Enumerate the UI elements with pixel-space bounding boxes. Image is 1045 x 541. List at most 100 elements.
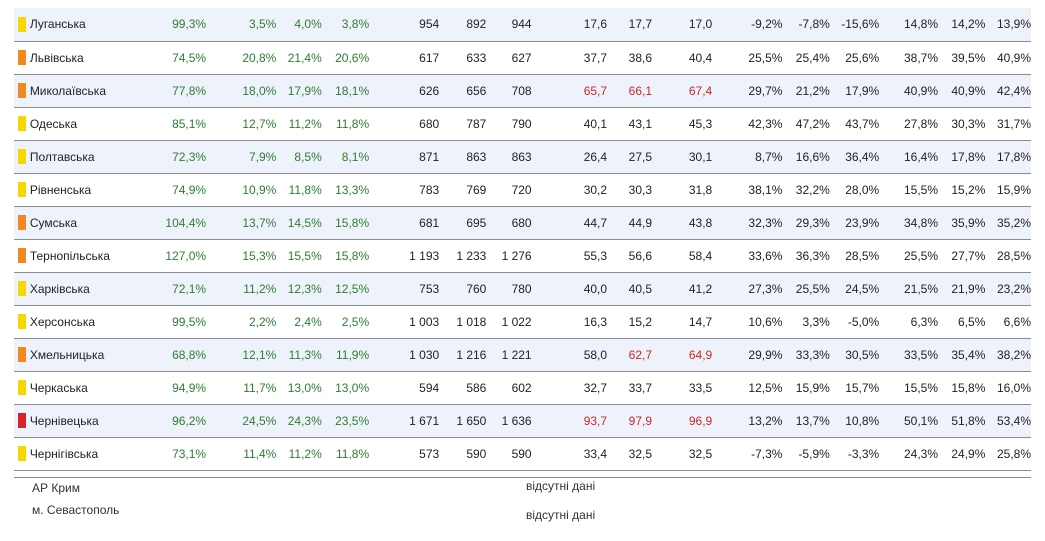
table-row: Тернопільська 127,0% 15,3% 15,5% 15,8% 1 193 1… [14,239,1031,273]
table-row: Сумська 104,4% 13,7% 14,5% 15,8% 681 695 680 44,… [14,206,1031,240]
data-cell: 35,9% [938,206,986,240]
data-cell: 626 [369,74,440,108]
data-cell: 3,8% [321,8,370,42]
data-cell: 17,9% [276,74,322,108]
data-cell: 24,3% [276,404,322,438]
data-cell: 11,2% [206,272,277,306]
data-cell: 40,9% [879,74,939,108]
data-cell: 50,1% [879,404,939,438]
data-cell: 25,6% [829,41,880,75]
data-cell: 25,8% [985,437,1031,471]
data-cell: 4,0% [276,8,322,42]
region-name: Сумська [29,206,152,240]
risk-indicator-cell [14,173,30,207]
risk-indicator-cell [14,140,30,174]
region-name: Херсонська [29,305,152,339]
data-cell: 11,4% [206,437,277,471]
data-cell: 11,2% [276,437,322,471]
risk-indicator-cell [14,107,30,141]
risk-indicator-cell [14,404,30,438]
table-row: Харківська 72,1% 11,2% 12,3% 12,5% 753 760 780 4… [14,272,1031,306]
data-cell: 1 030 [369,338,440,372]
data-cell: 944 [486,8,532,42]
data-cell: 760 [439,272,487,306]
risk-indicator-cell [14,371,30,405]
data-cell: 33,6% [712,239,783,273]
data-cell: 33,4 [531,437,608,471]
data-cell: 954 [369,8,440,42]
data-cell: 8,7% [712,140,783,174]
data-cell: 602 [486,371,532,405]
data-cell: 18,0% [206,74,277,108]
data-cell: 45,3 [652,107,713,141]
data-cell: 32,5 [652,437,713,471]
table-row: Рівненська 74,9% 10,9% 11,8% 13,3% 783 769 720 3… [14,173,1031,207]
data-cell: 21,9% [938,272,986,306]
data-cell: 58,0 [531,338,608,372]
data-cell: 32,7 [531,371,608,405]
data-cell: 680 [369,107,440,141]
data-cell: 633 [439,41,487,75]
data-cell: 99,3% [151,8,207,42]
data-cell: 6,5% [938,305,986,339]
risk-indicator-cell [14,272,30,306]
data-cell: 16,0% [985,371,1031,405]
data-cell: -5,9% [782,437,830,471]
table-row: Черкаська 94,9% 11,7% 13,0% 13,0% 594 586 602 32… [14,371,1031,405]
data-cell: 67,4 [652,74,713,108]
table-row: Львівська 74,5% 20,8% 21,4% 20,6% 617 633 627 37… [14,41,1031,75]
data-cell: 6,3% [879,305,939,339]
data-cell: 21,4% [276,41,322,75]
risk-indicator [18,182,26,198]
region-name: Чернігівська [29,437,152,471]
data-cell: 20,8% [206,41,277,75]
data-cell: 32,5 [607,437,653,471]
data-cell: 12,7% [206,107,277,141]
data-cell: 96,9 [652,404,713,438]
risk-indicator [18,347,26,363]
data-cell: 38,2% [985,338,1031,372]
data-cell: 15,2% [938,173,986,207]
data-cell: 35,2% [985,206,1031,240]
data-cell: 72,3% [151,140,207,174]
data-cell: 769 [439,173,487,207]
data-cell: 11,9% [321,338,370,372]
data-cell: 1 018 [439,305,487,339]
data-cell: 94,9% [151,371,207,405]
risk-indicator [18,446,26,462]
data-cell: 34,8% [879,206,939,240]
data-cell: 17,0 [652,8,713,42]
data-cell: 24,3% [879,437,939,471]
data-cell: 73,1% [151,437,207,471]
table-bottom-border [14,477,1031,478]
table-row: Хмельницька 68,8% 12,1% 11,3% 11,9% 1 030 1 21… [14,338,1031,372]
data-cell: 77,8% [151,74,207,108]
risk-indicator [18,248,26,264]
data-cell: 40,1 [531,107,608,141]
data-cell: 27,5 [607,140,653,174]
data-cell: 41,2 [652,272,713,306]
table-row: Луганська 99,3% 3,5% 4,0% 3,8% 954 892 944 17,6 1… [14,8,1031,42]
data-cell: 17,9% [829,74,880,108]
data-cell: 38,1% [712,173,783,207]
region-name: Полтавська [29,140,152,174]
data-cell: 66,1 [607,74,653,108]
data-cell: 33,7 [607,371,653,405]
data-cell: 31,8 [652,173,713,207]
data-cell: 30,2 [531,173,608,207]
data-cell: 1 636 [486,404,532,438]
data-cell: 21,5% [879,272,939,306]
data-cell: 42,3% [712,107,783,141]
table-row: Миколаївська 77,8% 18,0% 17,9% 18,1% 626 656 70… [14,74,1031,108]
risk-indicator [18,50,26,66]
data-cell: 39,5% [938,41,986,75]
data-cell: 44,7 [531,206,608,240]
data-cell: 871 [369,140,440,174]
risk-indicator [18,314,26,330]
region-name: Луганська [29,8,152,42]
data-cell: 15,2 [607,305,653,339]
data-cell: 8,5% [276,140,322,174]
data-cell: 15,5% [879,371,939,405]
region-name: Тернопільська [29,239,152,273]
table-row: Полтавська 72,3% 7,9% 8,5% 8,1% 871 863 863 26,4… [14,140,1031,174]
